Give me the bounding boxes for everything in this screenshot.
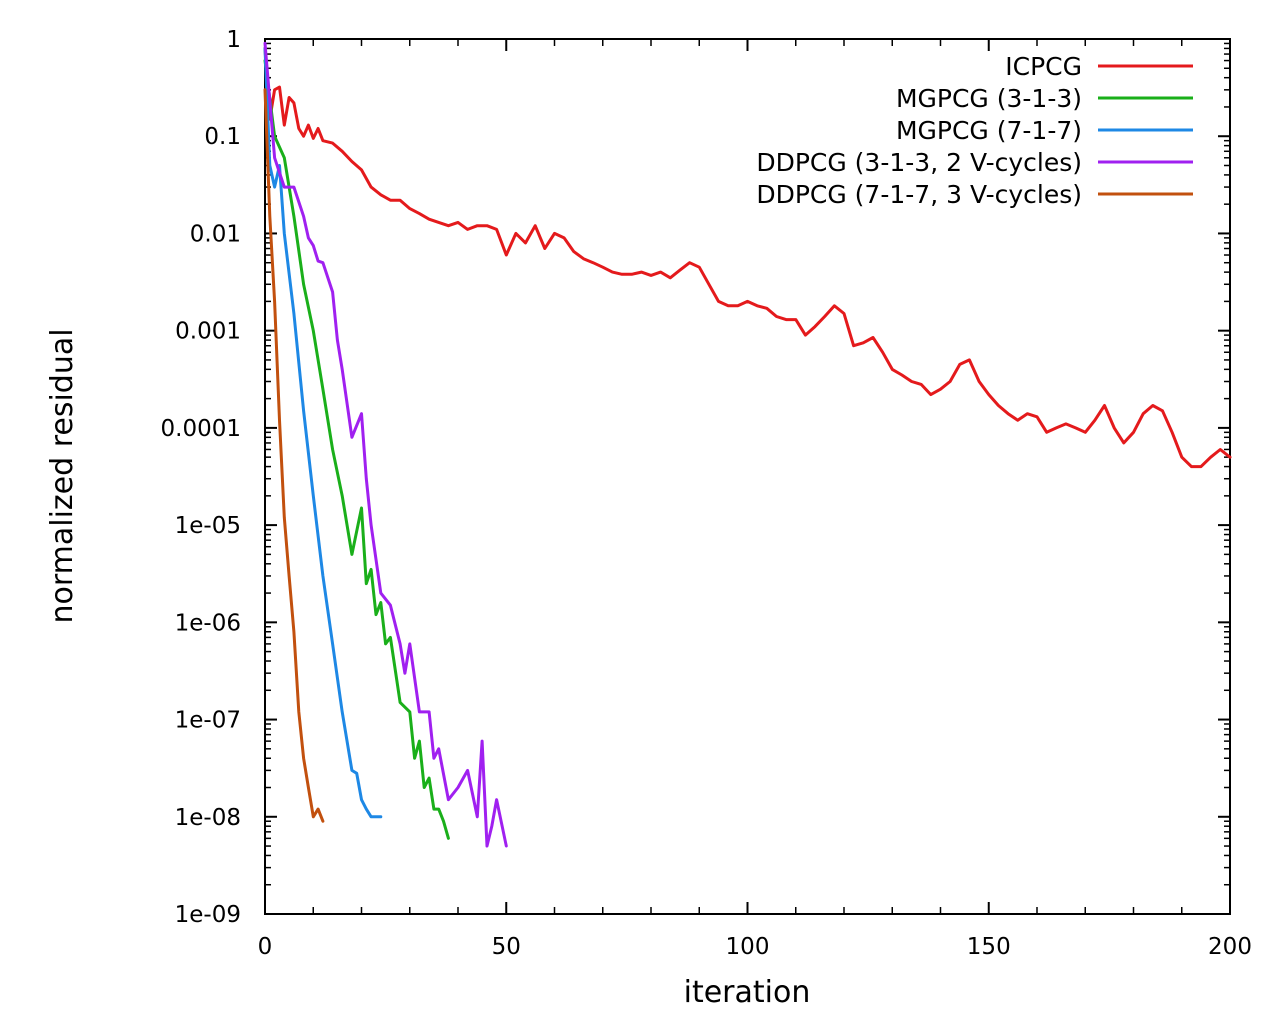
tick-marks <box>264 38 1231 915</box>
x-tick-label: 200 <box>1208 934 1252 960</box>
y-tick-label: 0.0001 <box>161 416 241 442</box>
y-tick-label: 1e-08 <box>175 805 241 831</box>
y-tick-label: 1e-05 <box>175 513 241 539</box>
series-lines <box>263 41 1232 848</box>
y-tick-label: 1e-09 <box>175 902 241 928</box>
y-tick-label: 0.01 <box>190 221 241 247</box>
legend-label: MGPCG (7-1-7) <box>896 116 1082 145</box>
y-tick-label: 0.1 <box>204 124 241 150</box>
y-tick-label: 1e-07 <box>175 708 241 734</box>
y-tick-label: 1e-06 <box>175 610 241 636</box>
plot-frame <box>264 38 1231 915</box>
y-tick-labels: 1 0.1 0.01 0.001 0.0001 1e-05 1e-06 1e-07 1e-08 1… <box>161 27 241 928</box>
x-tick-label: 100 <box>726 934 770 960</box>
x-tick-label: 50 <box>492 934 521 960</box>
y-axis-title: normalized residual <box>45 328 80 623</box>
x-tick-label: 150 <box>967 934 1011 960</box>
y-tick-label: 1 <box>226 27 241 53</box>
legend-label: DDPCG (7-1-7, 3 V-cycles) <box>756 180 1082 209</box>
x-tick-label: 0 <box>258 934 273 960</box>
series-line-4 <box>263 41 508 848</box>
legend-label: DDPCG (3-1-3, 2 V-cycles) <box>756 148 1082 177</box>
series-line-5 <box>263 88 325 823</box>
series-line-1 <box>263 46 1232 469</box>
legend-label: ICPCG <box>1005 52 1082 81</box>
x-tick-labels: 0 50 100 150 200 <box>258 934 1252 960</box>
x-axis-title: iteration <box>684 975 811 1010</box>
legend: ICPCG MGPCG (3-1-3) MGPCG (7-1-7) DDPCG (3-… <box>756 52 1193 209</box>
legend-label: MGPCG (3-1-3) <box>896 84 1082 113</box>
y-tick-label: 0.001 <box>175 319 241 345</box>
series-line-2 <box>263 59 450 840</box>
